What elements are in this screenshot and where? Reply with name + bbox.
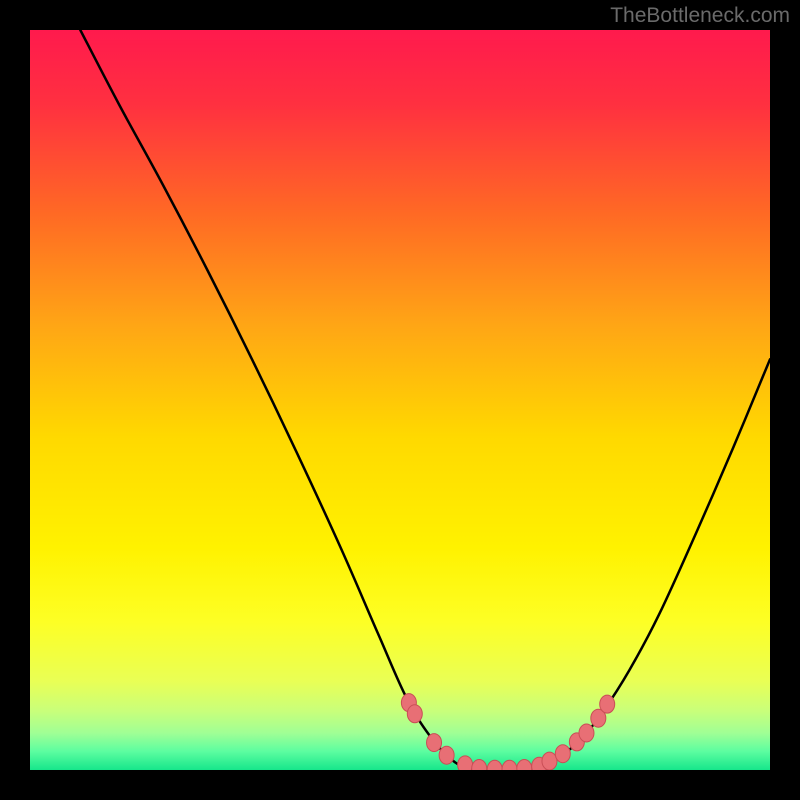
data-marker	[579, 724, 594, 742]
data-marker	[600, 695, 615, 713]
data-marker	[427, 734, 442, 752]
chart-frame: TheBottleneck.com	[0, 0, 800, 800]
chart-svg	[30, 30, 770, 770]
plot-area	[30, 30, 770, 770]
gradient-background	[30, 30, 770, 770]
data-marker	[439, 746, 454, 764]
data-marker	[555, 745, 570, 763]
data-marker	[407, 705, 422, 723]
watermark-text: TheBottleneck.com	[610, 4, 790, 28]
data-marker	[542, 752, 557, 770]
data-marker	[458, 756, 473, 770]
